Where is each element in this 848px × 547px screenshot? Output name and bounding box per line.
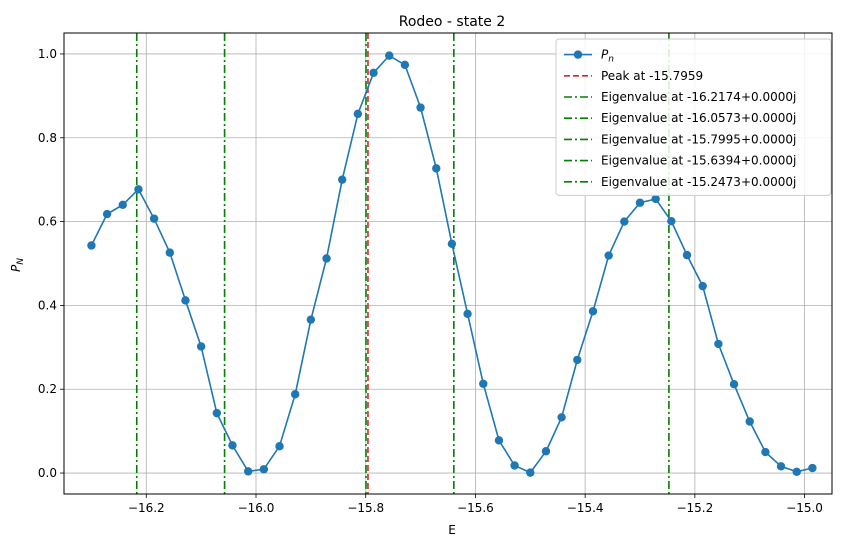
data-point [87, 241, 96, 250]
data-point [165, 248, 175, 257]
data-point [102, 209, 112, 219]
x-tick-label: −15.4 [567, 501, 604, 515]
x-tick-label: −15.6 [457, 501, 494, 515]
data-point [541, 447, 551, 456]
data-series [87, 51, 817, 477]
data-point [290, 390, 300, 399]
x-axis-label: E [448, 523, 456, 537]
data-point [149, 214, 159, 223]
legend-entry-eigenvalue: Eigenvalue at -15.6394+0.0000j [601, 154, 796, 168]
data-point [620, 217, 629, 226]
data-point [400, 60, 410, 70]
data-point [667, 216, 676, 226]
data-point [698, 281, 707, 291]
data-point [635, 198, 645, 207]
x-tick-label: −15.0 [786, 501, 823, 515]
data-point [792, 467, 801, 476]
y-tick-label: 0.8 [38, 131, 57, 145]
legend-entry-series-name: P [601, 48, 609, 62]
y-tick-label: 0.4 [38, 298, 57, 312]
legend-handle-marker [573, 50, 583, 59]
data-point [243, 467, 253, 476]
y-axis-label-subscript: N [16, 258, 26, 265]
data-point [573, 355, 582, 365]
x-tick-label: −15.8 [347, 501, 384, 515]
data-point [761, 447, 770, 457]
data-point [604, 251, 613, 260]
data-point [682, 250, 692, 260]
data-point [463, 309, 472, 318]
data-point [588, 307, 598, 316]
data-point [479, 379, 488, 388]
chart-title: Rodeo - state 2 [399, 14, 506, 30]
y-tick-label: 1.0 [38, 47, 57, 61]
legend-entry-eigenvalue: Eigenvalue at -16.0573+0.0000j [601, 111, 796, 125]
data-point [322, 254, 331, 263]
legend-entry-eigenvalue: Eigenvalue at -15.2473+0.0000j [601, 175, 796, 189]
data-point [557, 413, 566, 422]
legend-entry-series: Pn [601, 48, 614, 65]
legend-entry-eigenvalue: Eigenvalue at -15.7995+0.0000j [601, 132, 796, 146]
y-tick-label: 0.2 [38, 382, 57, 396]
y-tick-label: 0.6 [38, 215, 57, 229]
data-point [510, 461, 519, 470]
y-axis-label-main: P [9, 264, 23, 272]
data-point [416, 103, 425, 112]
plot-frame [63, 32, 833, 495]
legend-box [555, 38, 832, 196]
y-axis-label: PN [9, 258, 26, 272]
legend: Pn Peak at -15.7959 Eigenvalue at -16.2174… [555, 38, 832, 196]
x-tick-label: −15.2 [676, 501, 713, 515]
data-point [714, 339, 723, 349]
data-point [306, 315, 316, 324]
data-point [729, 379, 739, 389]
data-point [776, 462, 786, 471]
data-point [212, 408, 222, 418]
data-point [181, 296, 190, 305]
data-point [432, 164, 441, 173]
data-point [275, 442, 284, 451]
data-point [337, 175, 347, 184]
data-point [808, 463, 817, 473]
data-point [228, 441, 237, 450]
data-point [745, 417, 754, 426]
data-point [494, 436, 504, 445]
x-tick-label: −16.2 [128, 501, 165, 515]
legend-entry-eigenvalue: Eigenvalue at -16.2174+0.0000j [601, 90, 796, 104]
reference-lines [135, 33, 670, 494]
legend-entry-series-subscript: n [608, 55, 614, 65]
data-point [259, 465, 269, 474]
data-point [353, 109, 363, 119]
y-tick-label: 0.0 [38, 466, 57, 480]
legend-entry-peak: Peak at -15.7959 [601, 69, 703, 83]
data-point [196, 342, 206, 351]
x-tick-label: −16.0 [238, 501, 275, 515]
axes: −16.2 −16.0 −15.8 −15.6 −15.4 −15.2 −15.0 0.0 0.… [38, 47, 823, 515]
data-point [134, 185, 143, 194]
data-point [369, 68, 378, 78]
data-point [651, 194, 660, 204]
data-point [118, 200, 127, 210]
data-point [447, 239, 457, 249]
data-point [385, 51, 394, 60]
data-point [526, 468, 535, 477]
